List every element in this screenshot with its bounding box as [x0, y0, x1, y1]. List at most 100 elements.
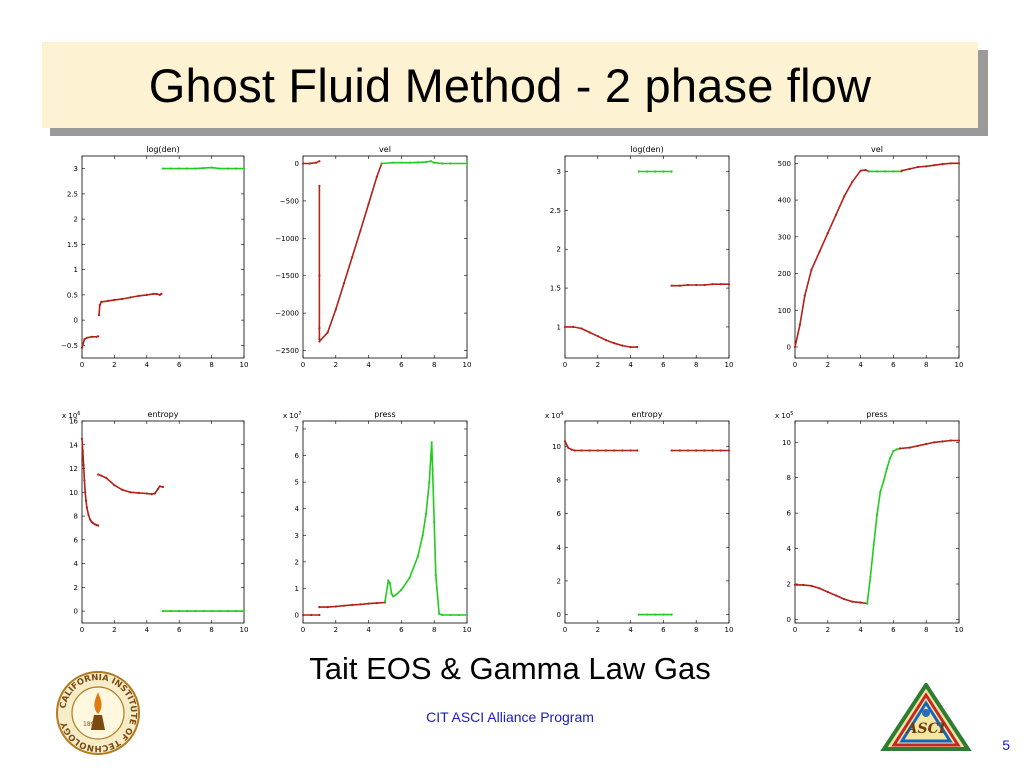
chart-1: log(den) 0 2 4 6 8 10 −0.5 0 0.5 1 1.5 2 2.5 3 — [61, 145, 249, 369]
data-point-green — [392, 161, 395, 164]
data-point-red — [80, 437, 84, 440]
data-point-red — [629, 346, 632, 349]
x-tick-label: 8 — [209, 626, 213, 634]
data-point-green — [875, 513, 879, 516]
data-point-red — [359, 603, 362, 606]
data-point-red — [310, 613, 313, 617]
x-tick-label: 8 — [924, 626, 928, 634]
data-point-red — [834, 594, 838, 597]
data-point-red — [160, 292, 163, 295]
x-tick-label: 2 — [826, 361, 830, 369]
data-point-red — [367, 602, 370, 605]
data-point-red — [87, 513, 90, 516]
data-point-red — [351, 603, 354, 606]
data-point-green — [892, 450, 895, 453]
data-point-green — [390, 592, 393, 595]
y-tick-label: 3 — [557, 168, 561, 176]
data-point-red — [908, 167, 911, 170]
y-tick-label: −2000 — [275, 310, 299, 318]
data-point-green — [670, 170, 673, 173]
data-point-red — [83, 338, 86, 341]
data-point-red — [90, 520, 93, 524]
data-point-red — [82, 463, 85, 467]
x-tick-label: 0 — [301, 626, 305, 634]
data-point-red — [318, 327, 321, 330]
data-point-green — [654, 170, 657, 173]
data-point-red — [375, 175, 378, 178]
data-point-green — [670, 613, 673, 616]
data-point-red — [318, 160, 321, 163]
x-tick-label: 4 — [628, 361, 633, 369]
data-point-red — [621, 344, 624, 347]
data-point-green — [882, 480, 885, 483]
data-point-red — [318, 274, 321, 277]
chart-title: entropy — [148, 410, 179, 419]
y-tick-label: 2.5 — [67, 190, 78, 198]
y-tick-label: 1.5 — [550, 285, 561, 293]
data-point-red — [864, 168, 867, 172]
data-point-green — [645, 613, 649, 616]
x-tick-label: 10 — [240, 361, 249, 369]
data-point-red — [85, 336, 88, 339]
data-point-red — [898, 447, 902, 450]
data-point-green — [194, 167, 197, 170]
data-point-green — [895, 448, 898, 451]
data-point-green — [441, 613, 444, 617]
data-point-red — [802, 583, 805, 586]
series-line-red — [901, 162, 959, 172]
x-tick-label: 8 — [924, 361, 928, 369]
y-tick-label: 10 — [782, 439, 791, 447]
data-point-red — [351, 255, 354, 259]
data-point-green — [178, 167, 181, 170]
data-point-red — [97, 335, 100, 338]
y-tick-label: 400 — [778, 197, 791, 205]
x-tick-label: 2 — [112, 626, 116, 634]
data-point-red — [573, 449, 576, 452]
x-tick-label: 0 — [301, 361, 305, 369]
data-point-green — [170, 167, 173, 170]
y-tick-label: −1000 — [275, 235, 299, 243]
y-tick-label: 0 — [295, 612, 299, 620]
data-point-red — [604, 449, 608, 452]
data-point-red — [621, 449, 624, 452]
data-point-red — [949, 162, 952, 165]
data-point-green — [218, 167, 221, 170]
data-point-green — [186, 167, 189, 170]
data-point-red — [908, 446, 911, 449]
data-point-red — [678, 284, 681, 287]
x-tick-label: 0 — [793, 626, 797, 634]
y-tick-label: 0 — [557, 611, 561, 619]
data-point-red — [97, 314, 101, 317]
data-point-red — [315, 161, 318, 164]
data-point-red — [670, 449, 673, 452]
data-point-red — [84, 491, 87, 494]
data-point-red — [155, 292, 158, 295]
x-tick-label: 2 — [334, 626, 338, 634]
data-point-red — [98, 303, 101, 307]
data-point-red — [318, 606, 321, 609]
axis-exponent: x 105 — [775, 411, 793, 420]
data-point-red — [158, 485, 161, 488]
data-point-red — [818, 587, 821, 590]
x-tick-label: 10 — [725, 626, 734, 634]
data-point-green — [226, 167, 229, 170]
data-point-red — [153, 492, 156, 495]
y-tick-label: 12 — [69, 465, 78, 473]
x-tick-label: 2 — [112, 361, 116, 369]
data-point-red — [793, 345, 797, 349]
data-point-red — [703, 283, 706, 287]
plot-frame — [81, 155, 245, 359]
data-point-red — [137, 294, 140, 297]
x-tick-label: 4 — [145, 626, 150, 634]
x-tick-label: 10 — [955, 361, 964, 369]
x-tick-label: 0 — [80, 626, 84, 634]
chart-title: press — [866, 410, 887, 419]
x-tick-label: 2 — [826, 626, 830, 634]
data-point-red — [572, 325, 575, 328]
data-point-green — [161, 610, 165, 613]
x-tick-label: 8 — [432, 361, 436, 369]
x-tick-label: 2 — [596, 626, 600, 634]
data-point-red — [334, 308, 337, 311]
data-point-red — [570, 448, 573, 451]
